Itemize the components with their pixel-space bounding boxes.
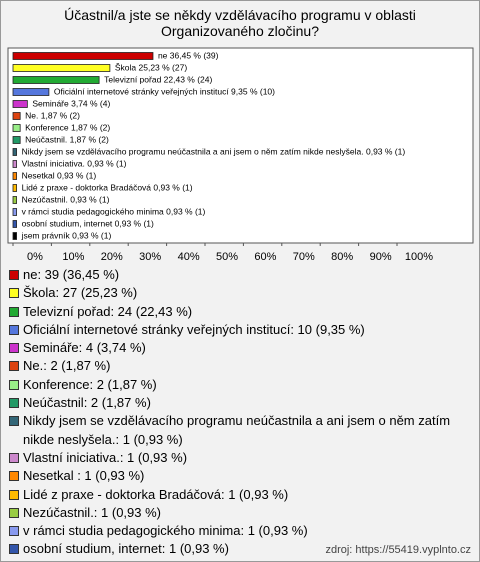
legend-item: v rámci studia pedagogického minima: 1 (…: [9, 522, 459, 540]
legend-swatch: [9, 398, 19, 409]
legend-label: Nesetkal : 1 (0,93 %): [23, 468, 145, 484]
legend-item: Konference: 2 (1,87 %): [9, 376, 459, 394]
legend-swatch: [9, 361, 19, 372]
legend-item: Nikdy jsem se vzdělávacího programu neúč…: [9, 412, 459, 449]
x-tick-label: 30%: [139, 251, 161, 263]
bar-label: Nesetkal 0,93 % (1): [22, 170, 97, 180]
bar-label: Konference 1,87 % (2): [25, 122, 110, 132]
legend-label: Konference: 2 (1,87 %): [23, 376, 157, 392]
legend-swatch: [9, 270, 19, 280]
bar-label: Lidé z praxe - doktorka Bradáčová 0,93 %…: [22, 182, 193, 192]
legend-item: Škola: 27 (25,23 %): [9, 284, 459, 302]
legend-label: Neúčastnil: 2 (1,87 %): [23, 395, 151, 411]
legend-swatch: [9, 507, 19, 518]
legend-label: Nikdy jsem se vzdělávacího programu neúč…: [23, 413, 451, 447]
legend-label: Škola: 27 (25,23 %): [23, 285, 138, 301]
bar: [12, 76, 100, 84]
bar: [12, 124, 21, 132]
bar: [12, 136, 21, 144]
legend-swatch: [9, 471, 19, 482]
source: zdroj: https://55419.vyplnto.cz: [325, 544, 471, 556]
x-tick-label: 20%: [101, 251, 123, 263]
x-tick-label: 60%: [254, 251, 276, 263]
x-tick-label: 50%: [216, 251, 238, 263]
legend-swatch: [9, 324, 19, 335]
legend-swatch: [9, 416, 19, 427]
legend-swatch: [9, 306, 19, 317]
legend-swatch: [9, 489, 19, 500]
legend-item: osobní studium, internet: 1 (0,93 %): [9, 540, 459, 558]
legend-item: Vlastní iniciativa.: 1 (0,93 %): [9, 449, 459, 467]
legend-label: Semináře: 4 (3,74 %): [23, 340, 146, 356]
legend-label: osobní studium, internet: 1 (0,93 %): [23, 541, 229, 557]
legend-label: Ne.: 2 (1,87 %): [23, 358, 111, 374]
legend-label: Televizní pořad: 24 (22,43 %): [23, 303, 193, 319]
legend-swatch: [9, 526, 19, 537]
legend-label: Lidé z praxe - doktorka Bradáčová: 1 (0,…: [23, 486, 289, 502]
x-tick-label: 70%: [293, 251, 315, 263]
legend-item: Ne.: 2 (1,87 %): [9, 357, 459, 375]
bar-label: osobní studium, internet 0,93 % (1): [22, 218, 154, 228]
x-tick-label: 0%: [27, 251, 43, 263]
bar: [12, 232, 17, 240]
bar: [12, 100, 28, 108]
bar: [12, 112, 21, 120]
bar-label: Nikdy jsem se vzdělávacího programu neúč…: [22, 146, 406, 156]
x-tick-label: 10%: [62, 251, 84, 263]
x-tick-label: 80%: [331, 251, 353, 263]
bar: [12, 172, 17, 180]
bar-label: Nezúčastnil. 0,93 % (1): [22, 194, 110, 204]
x-tick-label: 100%: [405, 251, 433, 263]
legend-item: Nezúčastnil.: 1 (0,93 %): [9, 504, 459, 522]
bar-label: jsem právník 0,93 % (1): [21, 230, 112, 240]
bar: [12, 208, 17, 216]
bar: [12, 220, 17, 228]
legend-item: Televizní pořad: 24 (22,43 %): [9, 303, 459, 321]
title-box: Účastnil/a jste se někdy vzdělávacího pr…: [64, 7, 416, 39]
bar-label: v rámci studia pedagogického minima 0,93…: [22, 206, 206, 216]
bar-label: Škola 25,23 % (27): [115, 62, 187, 72]
legend-label: Vlastní iniciativa.: 1 (0,93 %): [23, 449, 188, 465]
bar-label: Semináře 3,74 % (4): [32, 98, 110, 108]
legend-item: Nesetkal : 1 (0,93 %): [9, 467, 459, 485]
bar: [12, 184, 17, 192]
legend-label: Oficiální internetové stránky veřejných …: [23, 321, 365, 337]
bar-label: Televizní pořad 22,43 % (24): [104, 74, 212, 84]
bar-label: Neúčastnil. 1,87 % (2): [25, 134, 109, 144]
bar-label: Oficiální internetové stránky veřejných …: [54, 86, 275, 96]
legend-label: Nezúčastnil.: 1 (0,93 %): [23, 504, 162, 520]
x-tick-label: 90%: [370, 251, 392, 263]
legend-item: jsem právník: 1 (0,93 %): [9, 559, 459, 561]
legend-item: ne: 39 (36,45 %): [9, 266, 459, 284]
x-tick-label: 40%: [178, 251, 200, 263]
legend-swatch: [9, 379, 19, 390]
legend: ne: 39 (36,45 %) Škola: 27 (25,23 %) Telev…: [9, 266, 459, 561]
legend-label: v rámci studia pedagogického minima: 1 (…: [23, 523, 308, 539]
bar: [12, 160, 17, 168]
legend-item: Neúčastnil: 2 (1,87 %): [9, 394, 459, 412]
legend-swatch: [9, 288, 19, 299]
bar-label: ne 36,45 % (39): [158, 50, 219, 60]
plot: Účastnil/a jste se někdy vzdělávacího pr…: [7, 7, 474, 263]
bar-label: Vlastní iniciativa. 0,93 % (1): [22, 158, 127, 168]
bar: [12, 88, 50, 96]
bar: [12, 52, 154, 60]
legend-label: ne: 39 (36,45 %): [23, 267, 120, 282]
bar: [12, 148, 17, 156]
legend-swatch: [9, 343, 19, 354]
legend-item: Semináře: 4 (3,74 %): [9, 339, 459, 357]
bar-label: Ne. 1,87 % (2): [25, 110, 80, 120]
legend-label: jsem právník: 1 (0,93 %): [23, 560, 164, 561]
legend-swatch: [9, 544, 19, 555]
bar: [12, 196, 17, 204]
legend-swatch: [9, 452, 19, 463]
bar: [12, 64, 111, 72]
legend-item: Oficiální internetové stránky veřejných …: [9, 321, 459, 339]
legend-item: Lidé z praxe - doktorka Bradáčová: 1 (0,…: [9, 486, 459, 504]
chart-title: Účastnil/a jste se někdy vzdělávacího pr…: [64, 7, 416, 39]
